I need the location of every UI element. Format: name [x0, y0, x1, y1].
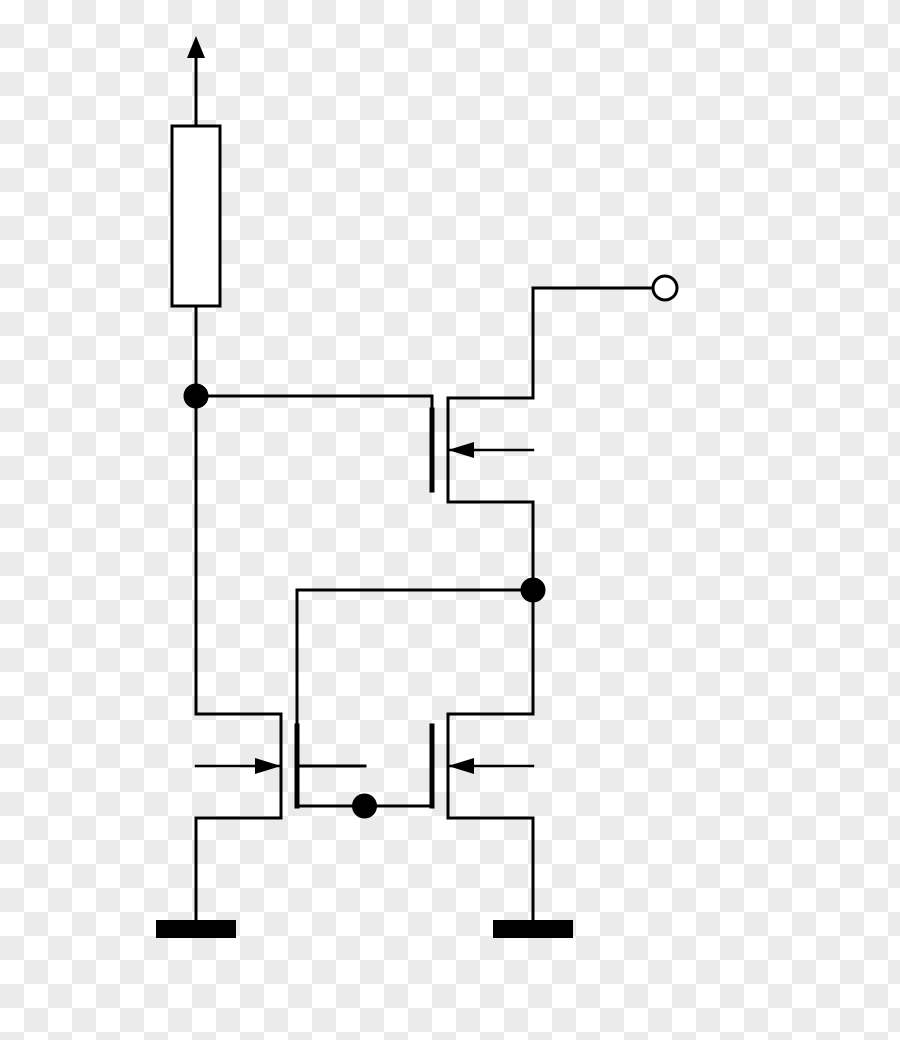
node-gate-common	[354, 795, 376, 817]
ground-bar-right-icon	[493, 920, 573, 938]
m1-body-arrow-icon	[255, 758, 281, 774]
node-right	[522, 579, 544, 601]
output-terminal-icon	[653, 276, 677, 300]
resistor	[172, 126, 220, 306]
supply-arrow-icon	[187, 36, 205, 58]
node-left	[185, 385, 207, 407]
circuit-schematic	[0, 0, 900, 1040]
m2-body-arrow-icon	[448, 758, 474, 774]
m3-body-arrow-icon	[448, 442, 474, 458]
ground-bar-left-icon	[156, 920, 236, 938]
